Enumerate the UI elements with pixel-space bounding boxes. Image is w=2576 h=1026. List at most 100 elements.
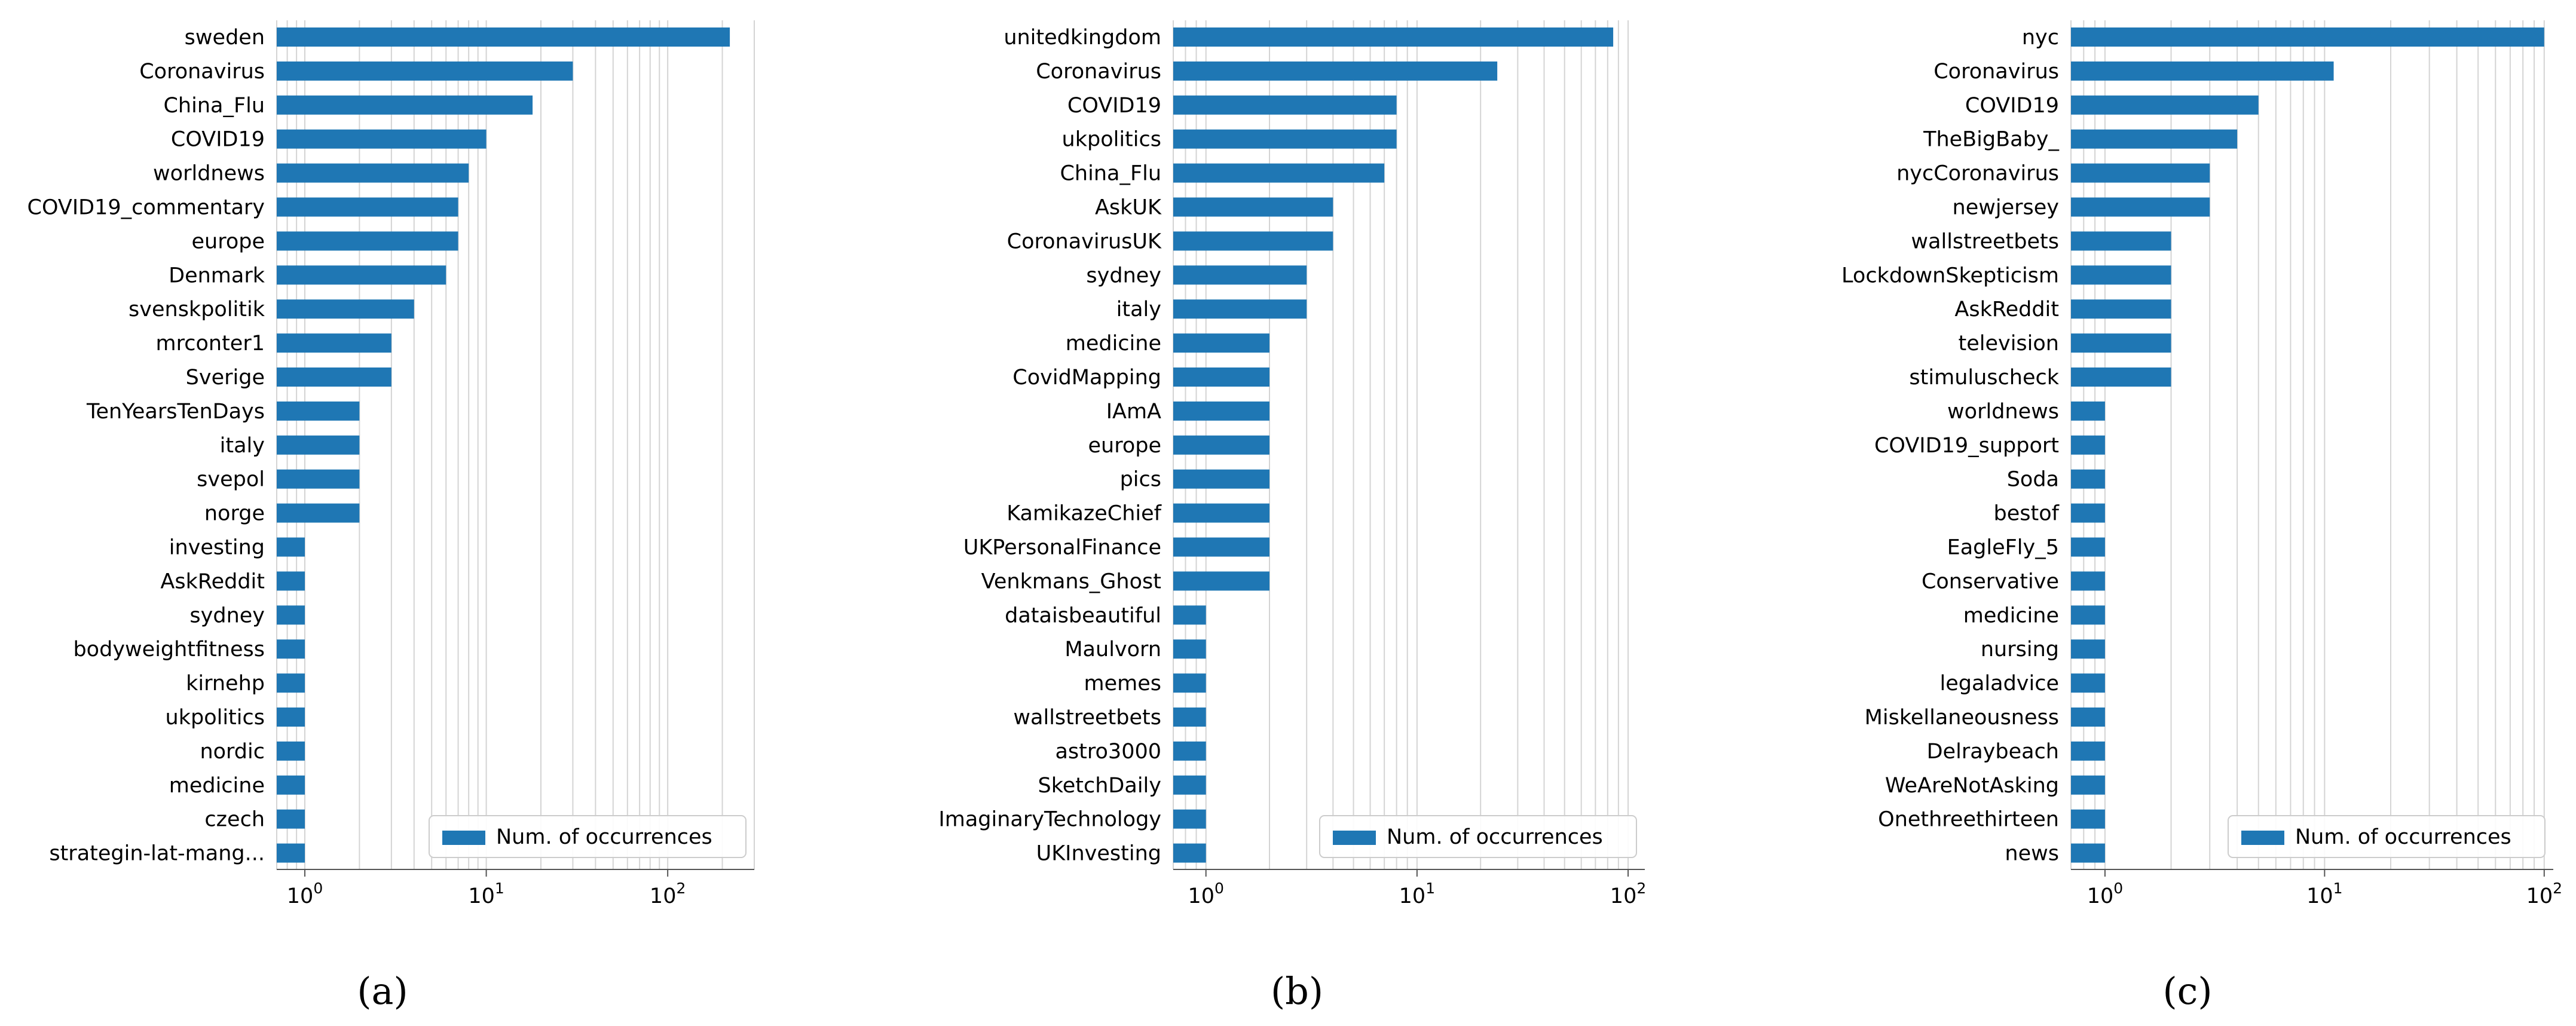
bar: [2071, 503, 2105, 523]
bar: [277, 367, 391, 387]
category-label: memes: [1084, 672, 1162, 696]
bar: [277, 129, 487, 149]
bar: [1173, 639, 1206, 659]
category-label: COVID19: [171, 128, 265, 152]
category-label: astro3000: [1055, 740, 1161, 764]
bar: [1173, 299, 1307, 319]
category-label: strategin-lat-mang...: [49, 842, 265, 866]
category-label: Miskellaneousness: [1865, 706, 2059, 730]
legend-label: Num. of occurrences: [1387, 825, 1603, 849]
bar: [2071, 231, 2171, 251]
bar: [277, 537, 305, 557]
category-label: AskReddit: [1954, 298, 2059, 321]
bar: [2071, 27, 2544, 47]
bar: [1173, 843, 1206, 863]
legend-swatch: [442, 831, 485, 845]
category-label: worldnews: [1947, 400, 2059, 424]
bar: [2071, 265, 2171, 285]
category-label: TheBigBaby_: [1923, 128, 2059, 152]
bar: [1173, 401, 1270, 421]
bar: [2071, 367, 2171, 387]
category-label: KamikazeChief: [1006, 502, 1161, 526]
bar: [277, 775, 305, 795]
category-label: ImaginaryTechnology: [938, 808, 1161, 832]
category-label: COVID19_support: [1874, 434, 2059, 458]
bar: [2071, 163, 2210, 183]
bar: [277, 163, 469, 183]
bar: [277, 503, 360, 523]
category-label: COVID19: [1965, 94, 2059, 118]
bar: [2071, 571, 2105, 591]
bar: [1173, 469, 1270, 489]
category-label: medicine: [1963, 604, 2059, 627]
bar: [1173, 265, 1307, 285]
category-label: kirnehp: [186, 672, 265, 696]
bar: [277, 401, 360, 421]
category-label: bestof: [1994, 502, 2060, 526]
bar: [2071, 809, 2105, 829]
x-tick-label: 101: [2306, 880, 2342, 908]
bar: [1173, 129, 1397, 149]
category-label: medicine: [1066, 332, 1161, 356]
bar: [2071, 333, 2171, 353]
bar: [1173, 231, 1333, 251]
category-label: europe: [192, 229, 265, 253]
category-label: Onethreethirteen: [1878, 808, 2059, 832]
bar: [277, 333, 391, 353]
category-label: nursing: [1981, 638, 2059, 661]
bar: [1173, 197, 1333, 217]
category-label: medicine: [169, 774, 265, 798]
category-label: italy: [220, 434, 265, 458]
category-label: legaladvice: [1939, 672, 2059, 696]
bar: [2071, 469, 2105, 489]
legend: Num. of occurrences: [1319, 815, 1637, 858]
category-label: UKPersonalFinance: [963, 536, 1161, 560]
bar: [1173, 775, 1206, 795]
category-label: bodyweightfitness: [73, 638, 265, 661]
legend-label: Num. of occurrences: [2295, 825, 2511, 849]
category-label: investing: [169, 536, 265, 560]
bar: [277, 299, 414, 319]
x-tick-label: 101: [468, 880, 504, 908]
category-label: Coronavirus: [1933, 60, 2059, 84]
bar: [2071, 435, 2105, 455]
bar: [277, 231, 458, 251]
bar: [1173, 673, 1206, 693]
category-label: Conservative: [1922, 569, 2059, 593]
category-label: AskUK: [1095, 196, 1162, 220]
category-label: norge: [204, 502, 265, 526]
category-label: COVID19: [1067, 94, 1161, 118]
category-label: Maulvorn: [1064, 638, 1161, 661]
bar: [2071, 95, 2259, 115]
bar: [1173, 27, 1614, 47]
category-label: worldnews: [153, 162, 265, 186]
bar: [2071, 537, 2105, 557]
chart-panel-2: unitedkingdom Coronavirus COVID19 ukpolitic…: [938, 20, 1646, 1013]
x-tick-label: 100: [287, 880, 323, 908]
category-label: Venkmans_Ghost: [981, 569, 1161, 593]
category-label: IAmA: [1106, 400, 1161, 424]
bar: [1173, 333, 1270, 353]
chart-panel-3: nycCoronavirusCOVID19TheBigBaby_nycCoron…: [1841, 20, 2562, 1013]
category-label: COVID19_commentary: [27, 196, 265, 220]
bar: [2071, 708, 2105, 727]
category-label: CoronavirusUK: [1007, 229, 1162, 253]
category-label: Delraybeach: [1927, 740, 2059, 764]
bar: [2071, 775, 2105, 795]
category-label: czech: [204, 808, 265, 832]
x-tick-label: 101: [1399, 880, 1435, 908]
category-label: Coronavirus: [139, 60, 265, 84]
category-label: LockdownSkepticism: [1841, 264, 2059, 287]
category-label: Coronavirus: [1036, 60, 1161, 84]
category-label: dataisbeautiful: [1005, 604, 1161, 627]
category-label: China_Flu: [163, 94, 265, 118]
bar: [277, 95, 533, 115]
bar: [277, 435, 360, 455]
bar: [1173, 741, 1206, 761]
category-label: Sverige: [186, 366, 265, 390]
category-label: EagleFly_5: [1947, 536, 2059, 560]
category-label: AskReddit: [160, 569, 265, 593]
legend-swatch: [2241, 831, 2284, 845]
category-label: svenskpolitik: [129, 298, 265, 321]
